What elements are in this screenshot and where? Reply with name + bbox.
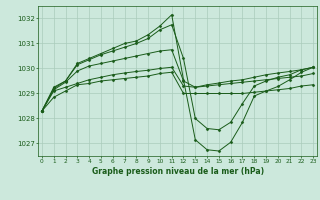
X-axis label: Graphe pression niveau de la mer (hPa): Graphe pression niveau de la mer (hPa) — [92, 167, 264, 176]
